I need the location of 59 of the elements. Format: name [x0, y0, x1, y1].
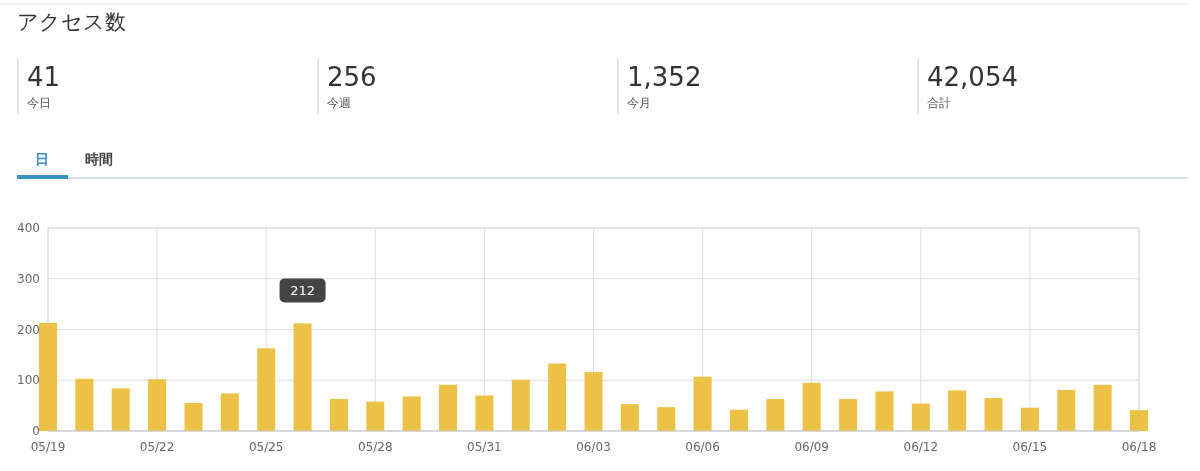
text: 時間 — [85, 151, 113, 167]
bar — [511, 379, 530, 431]
bar — [257, 348, 276, 431]
bar — [766, 399, 785, 431]
bar — [839, 399, 858, 431]
bar — [329, 399, 348, 431]
text: 日 — [35, 151, 49, 167]
bar — [548, 363, 567, 431]
bar — [1020, 407, 1039, 431]
bar — [802, 382, 821, 431]
x-tick-label: 05/22 — [139, 440, 175, 454]
text: 今日 — [27, 96, 51, 110]
bar — [984, 398, 1003, 431]
y-tick-label: 100 — [17, 373, 40, 388]
text: 1,352 — [627, 62, 702, 92]
y-tick-label: 300 — [17, 271, 40, 286]
bar — [402, 396, 421, 431]
bar — [693, 376, 712, 431]
x-tick-label: 06/09 — [794, 440, 829, 454]
bar — [620, 404, 639, 431]
text: 42,054 — [927, 62, 1018, 92]
x-tick-label: 06/03 — [576, 440, 611, 454]
bar — [875, 391, 894, 431]
bar — [475, 395, 494, 431]
bar — [39, 322, 57, 431]
y-tick-label: 0 — [32, 424, 40, 438]
bar — [366, 401, 385, 431]
x-tick-label: 06/18 — [1121, 440, 1157, 454]
text: アクセス数 — [17, 10, 126, 34]
bar — [584, 372, 603, 431]
bar — [184, 403, 203, 431]
bar — [1057, 389, 1076, 431]
annotation: 212 — [290, 283, 315, 299]
x-tick-label: 05/19 — [30, 440, 66, 454]
bar — [111, 388, 130, 431]
x-tick-label: 06/12 — [903, 440, 939, 454]
text: 合計 — [927, 96, 951, 110]
y-tick-label: 400 — [17, 221, 40, 235]
bar — [1093, 384, 1112, 431]
bar — [148, 379, 167, 431]
bar — [439, 384, 458, 431]
x-tick-label: 05/28 — [358, 440, 393, 454]
y-tick-label: 200 — [17, 322, 40, 337]
text: 256 — [327, 62, 377, 92]
x-tick-label: 05/31 — [467, 440, 502, 454]
bar — [729, 409, 748, 431]
bar — [1130, 410, 1148, 431]
bar — [911, 403, 930, 431]
text: 41 — [27, 62, 61, 92]
bar — [75, 378, 94, 431]
bar — [220, 393, 239, 431]
text: 今週 — [327, 96, 351, 110]
text: 今月 — [627, 96, 651, 110]
bar — [948, 390, 967, 431]
bar — [657, 407, 676, 431]
x-tick-label: 06/06 — [685, 440, 720, 454]
x-tick-label: 06/15 — [1012, 440, 1048, 454]
bar — [293, 323, 312, 431]
x-tick-label: 05/25 — [248, 440, 284, 454]
